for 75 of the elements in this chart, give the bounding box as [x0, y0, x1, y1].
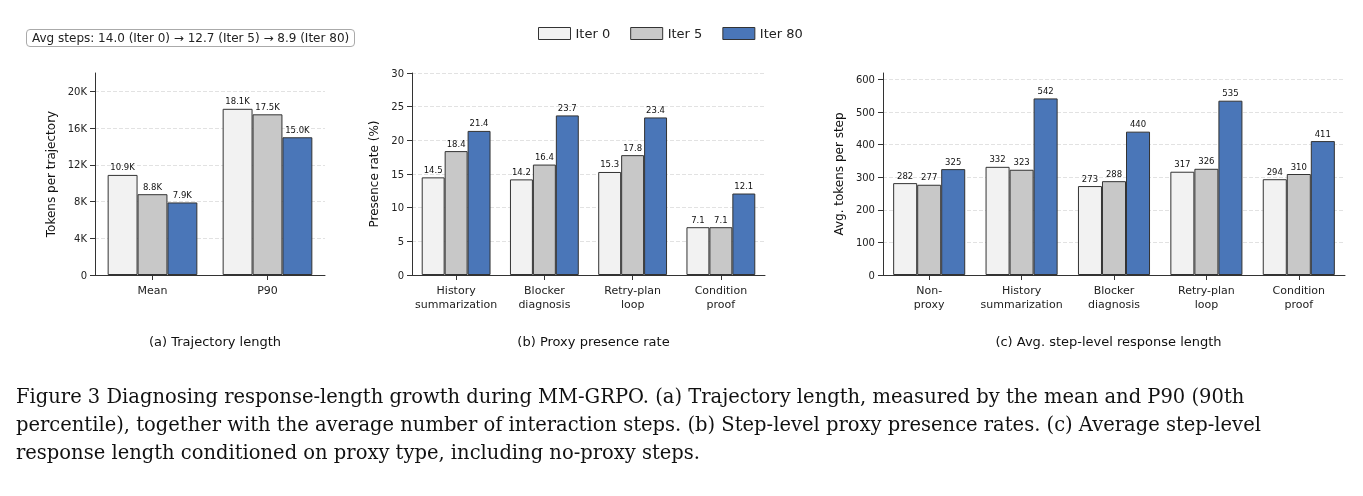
data-label: 21.4 — [469, 118, 489, 129]
data-label: 440 — [1129, 119, 1147, 130]
y-tick-label: 16K — [67, 122, 88, 134]
x-tick-label: P90 — [257, 283, 278, 297]
x-tick-label: Non- proxy — [913, 283, 946, 311]
y-tick-label: 100 — [855, 236, 875, 248]
x-tick-label: Blocker diagnosis — [1088, 283, 1141, 311]
data-label: 277 — [921, 172, 938, 183]
data-label: 10.9K — [110, 162, 136, 173]
y-tick-label: 20 — [391, 134, 404, 146]
text: (a) Trajectory length — [149, 334, 281, 349]
data-label: 15.3 — [600, 159, 620, 170]
y-tick-label: 15 — [391, 168, 404, 180]
text: Avg steps: 14.0 (Iter 0) → 12.7 (Iter 5) → 8.9 (Iter 80) — [26, 29, 356, 47]
data-label: 332 — [989, 154, 1006, 165]
text: (b) Proxy presence rate — [517, 334, 670, 349]
y-tick-label: 25 — [391, 101, 404, 113]
data-label: 317 — [1174, 159, 1191, 170]
data-label: 323 — [1013, 157, 1030, 168]
data-label: 7.9K — [172, 189, 193, 200]
data-label: 18.1K — [225, 96, 251, 107]
legend-label: Iter 0 — [575, 26, 611, 41]
y-axis-title: Avg. tokens per step — [832, 112, 846, 236]
data-label: 12.1 — [734, 181, 754, 192]
data-label: 326 — [1198, 156, 1215, 167]
data-label: 17.8 — [623, 142, 643, 153]
y-tick-label: 0 — [397, 269, 404, 281]
y-axis-title: Presence rate (%) — [367, 120, 381, 228]
y-tick-label: 300 — [855, 171, 875, 183]
x-tick-label: Blocker diagnosis — [518, 283, 571, 311]
data-label: 23.7 — [557, 102, 577, 113]
data-label: 273 — [1081, 173, 1099, 184]
y-tick-label: 30 — [391, 67, 404, 79]
y-axis-title: Tokens per trajectory — [43, 110, 58, 239]
data-label: 17.5K — [255, 101, 281, 112]
data-label: 294 — [1266, 166, 1283, 177]
y-tick-label: 4K — [74, 232, 88, 244]
data-label: 23.4 — [646, 104, 666, 115]
data-label: 8.8K — [142, 181, 163, 192]
data-label: 542 — [1037, 85, 1054, 96]
x-tick-label: Condition proof — [1272, 283, 1326, 311]
data-label: 282 — [897, 170, 914, 181]
x-tick-label: Retry-plan loop — [604, 283, 662, 311]
caption: Figure 3 Diagnosing response-length growth during MM-GRPO. (a) Trajectory length, measured by the mean and P90 (90th percentile), together with the average number of interaction steps. (b) Step-level proxy presence rates. (c) Average step-level response length conditioned on proxy type, including no-proxy steps. — [16, 384, 1262, 466]
legend-label: Iter 80 — [759, 26, 803, 41]
x-tick-label: Mean — [137, 283, 168, 297]
data-label: 325 — [945, 156, 962, 167]
y-tick-label: 20K — [67, 85, 88, 97]
y-tick-label: 5 — [397, 235, 404, 247]
y-tick-label: 0 — [868, 269, 875, 281]
x-tick-label: History summarization — [415, 283, 498, 311]
x-tick-label: History summarization — [980, 283, 1063, 311]
data-label: 14.2 — [511, 166, 531, 177]
y-tick-label: 10 — [391, 202, 404, 214]
y-tick-label: 600 — [855, 74, 875, 86]
y-tick-label: 0 — [80, 269, 87, 281]
data-label: 7.1 — [691, 214, 705, 225]
legend-label: Iter 5 — [667, 26, 703, 41]
data-label: 288 — [1105, 168, 1123, 179]
y-tick-label: 8K — [74, 196, 88, 208]
data-label: 18.4 — [446, 138, 466, 149]
data-label: 535 — [1222, 88, 1239, 99]
text: (c) Avg. step-level response length — [995, 334, 1222, 349]
y-tick-label: 400 — [855, 139, 875, 151]
x-tick-label: Retry-plan loop — [1178, 283, 1235, 311]
data-label: 310 — [1290, 161, 1307, 172]
y-tick-label: 12K — [67, 159, 88, 171]
data-label: 411 — [1314, 128, 1331, 139]
data-label: 14.5 — [423, 164, 443, 175]
x-tick-label: Condition proof — [694, 283, 748, 311]
y-tick-label: 500 — [855, 106, 875, 118]
data-label: 15.0K — [285, 124, 311, 135]
y-tick-label: 200 — [855, 204, 875, 216]
data-label: 16.4 — [534, 152, 554, 163]
data-label: 7.1 — [714, 214, 728, 225]
